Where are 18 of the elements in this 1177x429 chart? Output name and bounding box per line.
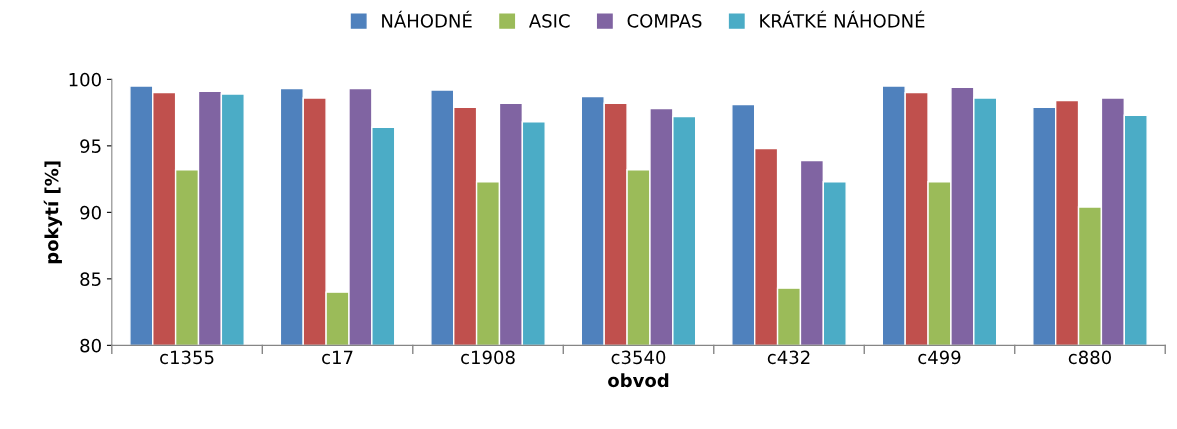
y-tick-label: 95 [80,139,101,153]
x-tick-label: c17 [322,350,353,365]
x-tick-label: c880 [1068,350,1111,365]
y-tick-label: 85 [80,272,101,286]
x-tick-label: c1355 [160,350,214,365]
legend-label: COMPAS [627,14,702,28]
legend-label: ASIC [528,14,570,28]
y-axis-title: pokytí [%] [43,161,63,264]
y-tick-label: 100 [69,72,101,87]
x-tick-label: c499 [918,350,961,365]
x-tick-label: c432 [767,350,810,365]
x-tick-label: c1908 [461,350,515,365]
legend-label: NÁHODNÉ [382,10,472,28]
legend-label: KRÁTKÉ NÁHODNÉ [760,10,925,28]
x-axis-title: obvod [608,373,669,388]
x-tick-label: c3540 [611,350,666,365]
y-tick-label: 90 [80,205,101,220]
y-tick-label: 80 [80,338,101,353]
